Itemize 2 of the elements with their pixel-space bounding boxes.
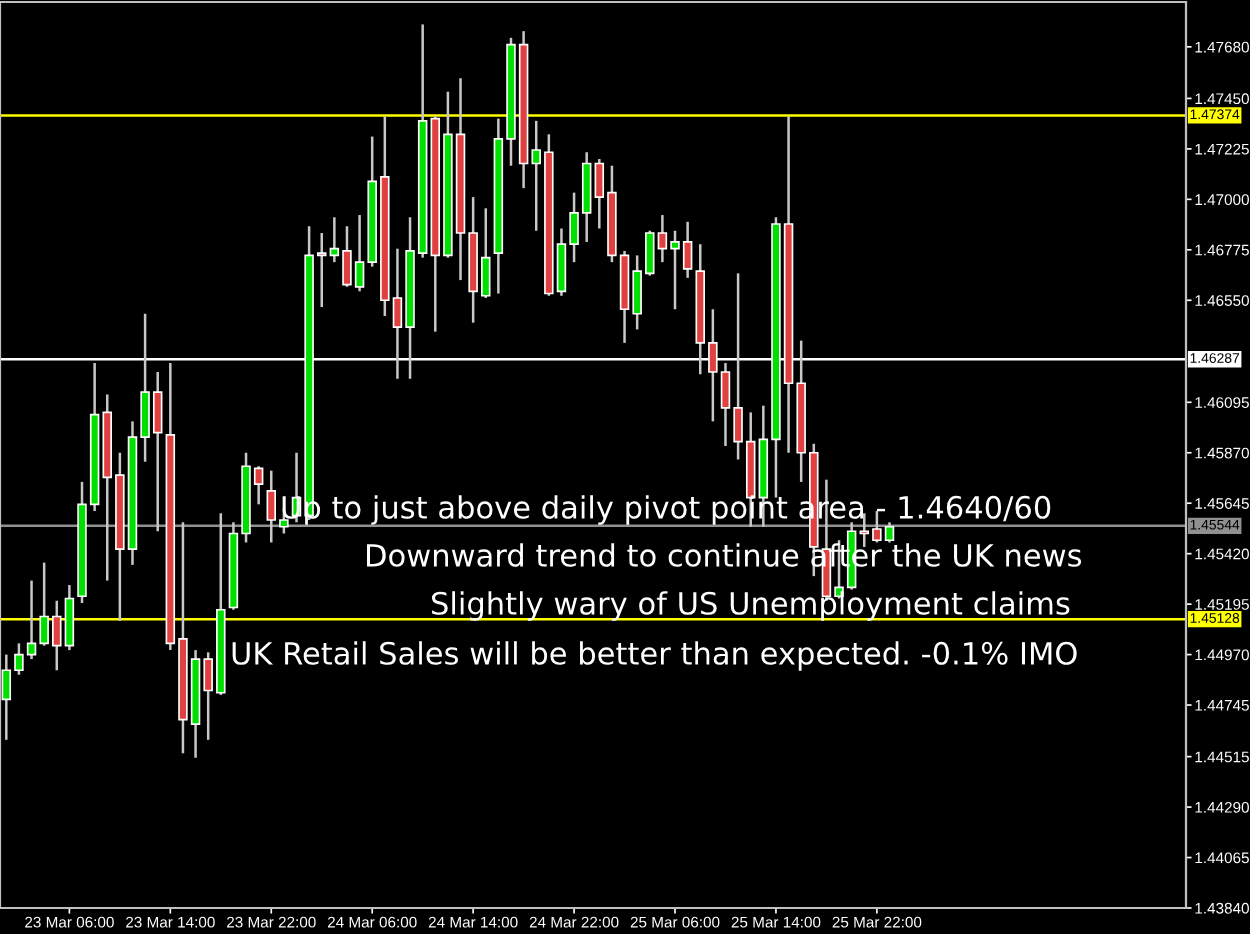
annotation: Slightly wary of US Unemployment claims (432, 591, 1070, 621)
annotation: UK Retail Sales will be better than expected. -0.1% IMO (232, 641, 1077, 671)
